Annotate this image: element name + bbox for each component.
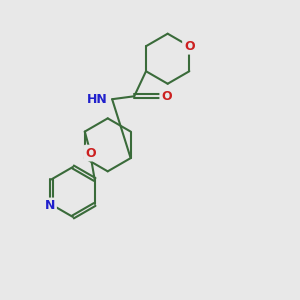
Text: O: O	[184, 40, 195, 53]
Text: HN: HN	[87, 93, 108, 106]
Text: O: O	[161, 90, 172, 103]
Text: O: O	[85, 147, 96, 160]
Text: N: N	[45, 200, 55, 212]
